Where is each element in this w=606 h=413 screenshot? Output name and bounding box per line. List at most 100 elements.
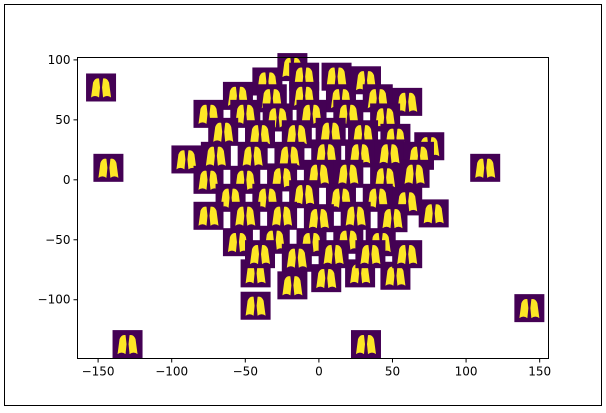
image-marker (281, 243, 312, 272)
lung (283, 206, 293, 226)
lung (261, 245, 271, 265)
lung (337, 67, 347, 87)
lung (393, 209, 403, 229)
y-tick-label: 100 (48, 53, 71, 67)
image-marker (303, 204, 334, 233)
lung (308, 164, 318, 184)
image-marker (318, 240, 349, 269)
image-marker (112, 330, 143, 359)
lung (396, 266, 406, 286)
marker-bg (340, 201, 371, 230)
marker-bg (277, 271, 308, 300)
lung (382, 209, 392, 229)
marker-bg (392, 240, 423, 269)
marker-bg (193, 201, 224, 230)
x-tick-label: −100 (155, 365, 188, 379)
lung (98, 158, 108, 178)
lung (345, 206, 355, 226)
lung (209, 206, 219, 226)
lung (323, 245, 333, 265)
lung (198, 206, 208, 226)
lung (308, 209, 318, 229)
y-tick-label: −50 (45, 233, 70, 247)
lung (408, 192, 418, 212)
marker-bg (333, 159, 364, 188)
lung (216, 146, 226, 166)
lung (349, 104, 359, 124)
lung (378, 188, 388, 208)
marker-bg (355, 240, 386, 269)
marker-bg (318, 240, 349, 269)
image-marker (514, 294, 545, 323)
lung (246, 104, 256, 124)
lung (338, 164, 348, 184)
lung (250, 245, 260, 265)
marker-bg (377, 204, 408, 233)
image-marker (237, 141, 268, 170)
lung (128, 334, 138, 355)
marker-bg (112, 330, 143, 359)
lung (250, 125, 260, 145)
image-marker (200, 141, 231, 170)
lung (397, 245, 407, 265)
image-marker (245, 240, 276, 269)
image-marker (315, 117, 346, 146)
lung (91, 78, 101, 98)
lung (261, 125, 271, 145)
lung (301, 104, 311, 124)
lung (109, 158, 119, 178)
lung (530, 298, 540, 319)
lung (242, 146, 252, 166)
lung (350, 144, 360, 164)
marker-bg (230, 201, 261, 230)
lung (245, 296, 255, 316)
lung (245, 264, 255, 284)
lung (334, 245, 344, 265)
lung (256, 264, 266, 284)
lung (213, 122, 223, 142)
lung (282, 276, 292, 296)
marker-bg (93, 153, 124, 182)
x-tick-label: 100 (455, 365, 478, 379)
lung (297, 125, 307, 145)
lung (286, 125, 296, 145)
lung (386, 168, 396, 188)
marker-bg (399, 159, 430, 188)
x-tick-label: 150 (528, 365, 551, 379)
lung (290, 146, 300, 166)
marker-bg (418, 199, 449, 228)
marker-bg (303, 204, 334, 233)
marker-bg (86, 73, 117, 102)
lung (415, 164, 425, 184)
marker-bg (470, 153, 501, 182)
image-marker (193, 201, 224, 230)
image-marker (311, 264, 342, 293)
lung (375, 168, 385, 188)
marker-bg (514, 294, 545, 323)
lung (316, 268, 326, 289)
lung (297, 248, 307, 268)
lung (286, 248, 296, 268)
lung (356, 206, 366, 226)
image-marker (355, 240, 386, 269)
marker-bg (245, 240, 276, 269)
lung (279, 146, 289, 166)
lung (486, 158, 496, 178)
plot-area (86, 53, 545, 359)
image-marker (93, 153, 124, 182)
lung (294, 185, 304, 205)
lung (350, 264, 360, 284)
image-marker (333, 159, 364, 188)
axes-box (77, 57, 549, 359)
lung (360, 245, 370, 265)
lung (434, 204, 444, 224)
image-marker (377, 204, 408, 233)
marker-bg (374, 139, 405, 168)
y-tick-label: −100 (38, 293, 71, 307)
x-tick-label: 50 (385, 365, 400, 379)
x-tick-label: −150 (82, 365, 115, 379)
lung (355, 334, 365, 355)
lung (272, 168, 282, 188)
y-tick-label: 50 (55, 113, 70, 127)
frame (4, 4, 602, 406)
